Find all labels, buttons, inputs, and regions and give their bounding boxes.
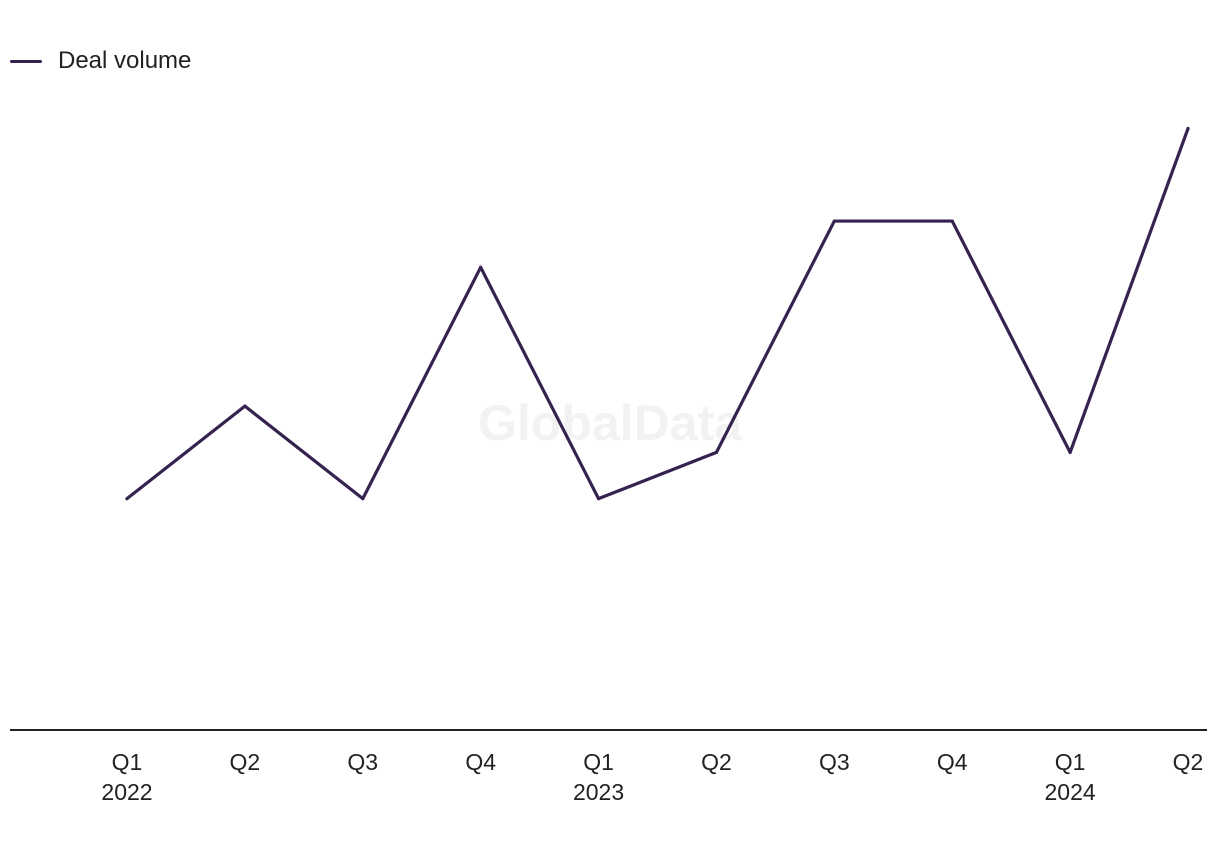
data-point-7: [832, 219, 836, 223]
data-point-6: [714, 450, 719, 454]
x-tick-year-2022: 2022: [101, 779, 152, 805]
legend-swatch-deal-volume: [10, 59, 42, 63]
x-tick-year-2023: 2023: [573, 779, 624, 805]
data-point-9: [1068, 450, 1072, 454]
x-tick-label-7: Q3: [819, 749, 850, 775]
x-tick-label-3: Q3: [347, 749, 378, 775]
watermark: GlobalData: [478, 395, 743, 451]
x-tick-year-2024: 2024: [1045, 779, 1096, 805]
series-line-deal-volume: [125, 126, 1190, 501]
x-tick-label-1: Q1: [112, 749, 143, 775]
x-tick-label-8: Q4: [937, 749, 968, 775]
x-tick-label-6: Q2: [701, 749, 732, 775]
data-point-1: [125, 497, 129, 501]
data-point-2: [243, 404, 247, 408]
x-tick-label-2: Q2: [230, 749, 261, 775]
x-tick-label-10: Q2: [1173, 749, 1204, 775]
data-point-8: [950, 219, 954, 223]
legend: Deal volume: [10, 46, 191, 76]
data-point-4: [479, 265, 483, 269]
data-point-10: [1186, 126, 1190, 131]
data-point-3: [361, 497, 365, 501]
x-tick-label-4: Q4: [465, 749, 496, 775]
x-tick-label-5: Q1: [583, 749, 614, 775]
data-point-5: [596, 497, 601, 501]
x-tick-label-9: Q1: [1055, 749, 1086, 775]
legend-label-deal-volume: Deal volume: [58, 47, 192, 74]
